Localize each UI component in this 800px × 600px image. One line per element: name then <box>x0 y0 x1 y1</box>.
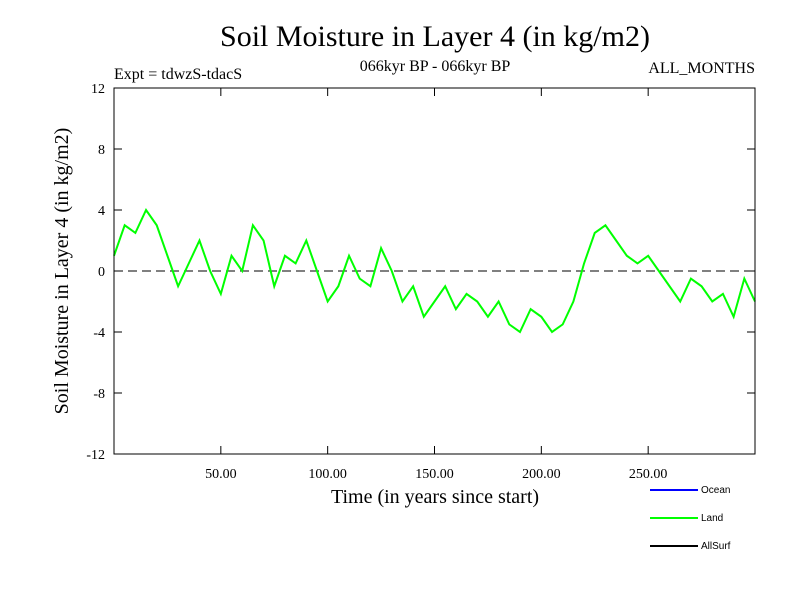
x-tick-label: 250.00 <box>629 467 668 482</box>
series-line-land <box>113 208 756 334</box>
y-tick-label: 12 <box>91 82 105 97</box>
plot-area: -12 -8 -4 0 4 8 12 50.00 100.00 150.00 200.00 250.0… <box>86 82 756 482</box>
y-tick-label: 8 <box>98 143 105 158</box>
x-tick-label: 100.00 <box>308 467 347 482</box>
x-axis-label: Time (in years since start) <box>331 486 539 508</box>
y-tick-label: -8 <box>93 387 105 402</box>
chart-title: Soil Moisture in Layer 4 (in kg/m2) <box>220 20 650 53</box>
y-tick-label: -4 <box>93 326 105 341</box>
x-tick-label: 200.00 <box>522 467 561 482</box>
period-label: 066kyr BP - 066kyr BP <box>360 58 511 75</box>
y-tick-label: -12 <box>86 448 105 463</box>
months-label: ALL_MONTHS <box>648 60 755 77</box>
legend-label: Land <box>701 513 723 524</box>
legend-label: AllSurf <box>701 541 731 552</box>
legend-label: Ocean <box>701 485 730 496</box>
x-tick-label: 50.00 <box>205 467 237 482</box>
y-tick-label: 0 <box>98 265 105 280</box>
legend: Ocean Land AllSurf <box>650 485 731 552</box>
experiment-label: Expt = tdwzS-tdacS <box>114 66 242 83</box>
y-tick-label: 4 <box>98 204 105 219</box>
x-tick-label: 150.00 <box>415 467 454 482</box>
y-axis-label: Soil Moisture in Layer 4 (in kg/m2) <box>51 128 73 415</box>
